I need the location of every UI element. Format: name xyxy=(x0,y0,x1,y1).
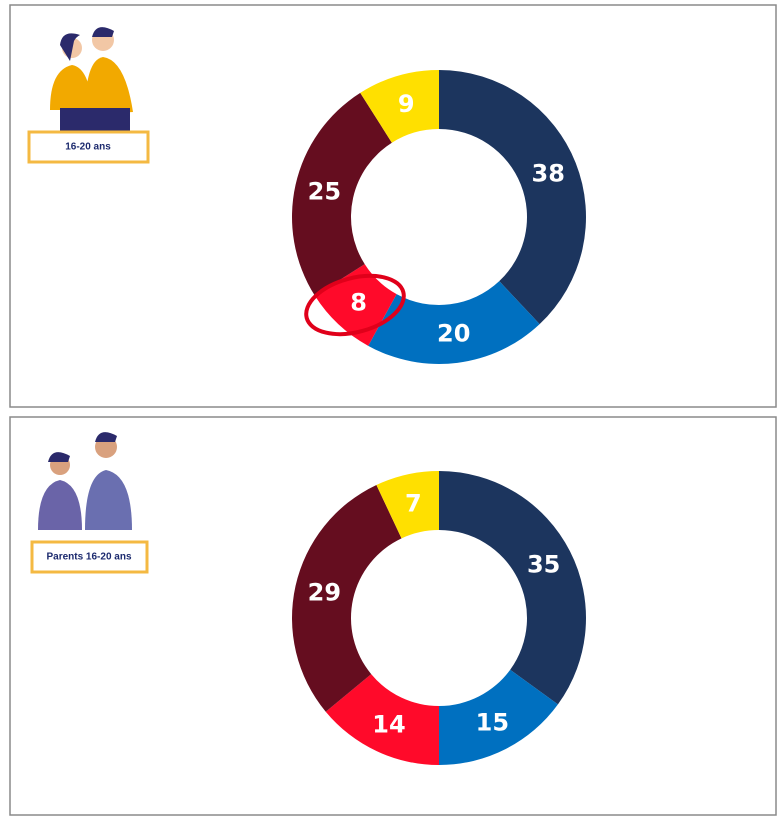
badge-label: Parents 16-20 ans xyxy=(46,552,131,563)
illustration xyxy=(30,432,149,574)
donut-slice xyxy=(439,70,586,325)
donut-slice xyxy=(360,70,439,143)
illustration xyxy=(27,27,150,164)
data-label: 15 xyxy=(476,709,509,737)
data-label: 14 xyxy=(372,710,405,738)
data-label: 35 xyxy=(527,551,560,579)
donut-slice xyxy=(439,471,586,705)
data-label: 20 xyxy=(437,320,470,348)
data-label: 38 xyxy=(532,160,565,188)
donut-slice xyxy=(325,674,439,765)
donut-slice xyxy=(376,471,439,539)
data-label: 25 xyxy=(308,177,341,205)
donut-slice xyxy=(439,669,558,765)
donut-slice xyxy=(368,281,540,364)
data-label: 8 xyxy=(350,289,367,317)
data-label: 29 xyxy=(308,578,341,606)
badge-label: 16-20 ans xyxy=(65,142,111,153)
donut-slice xyxy=(292,92,392,296)
data-label: 9 xyxy=(398,90,415,118)
donut-slice xyxy=(291,484,402,712)
highlight-ellipse xyxy=(304,273,406,337)
data-label: 7 xyxy=(405,489,422,517)
